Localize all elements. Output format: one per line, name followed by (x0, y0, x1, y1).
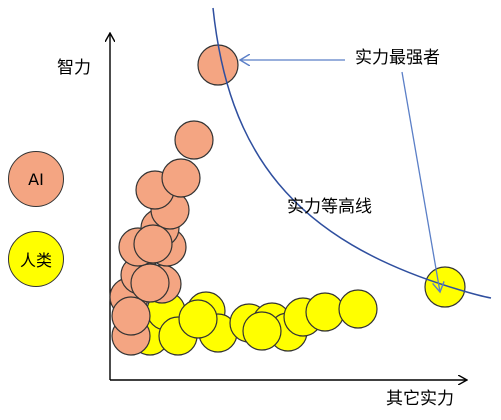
x-axis-label: 其它实力 (386, 389, 454, 409)
human-circle-strongest (424, 266, 466, 308)
human-cluster (130, 266, 466, 356)
arrow-to-human-strongest (401, 71, 440, 292)
legend-human: 人类 (8, 231, 64, 287)
ai-circle (111, 296, 151, 336)
legend-human-label: 人类 (19, 251, 52, 270)
ai-circle (133, 224, 173, 264)
y-axis-label: 智力 (57, 58, 91, 78)
ai-circle (174, 120, 214, 160)
ai-cluster (109, 44, 239, 356)
ai-circle (130, 263, 170, 303)
human-circle (305, 292, 345, 332)
human-circle (338, 289, 378, 329)
legend-ai: AI (8, 151, 64, 207)
human-circle (178, 299, 218, 339)
legend-ai-label: AI (28, 169, 44, 189)
ai-circle (161, 158, 201, 198)
ai-circle-strongest (197, 44, 239, 86)
contour-label: 实力等高线 (287, 197, 372, 217)
human-circle (242, 311, 282, 351)
power-contour-curve (212, 7, 492, 299)
strongest-label: 实力最强者 (355, 48, 440, 68)
